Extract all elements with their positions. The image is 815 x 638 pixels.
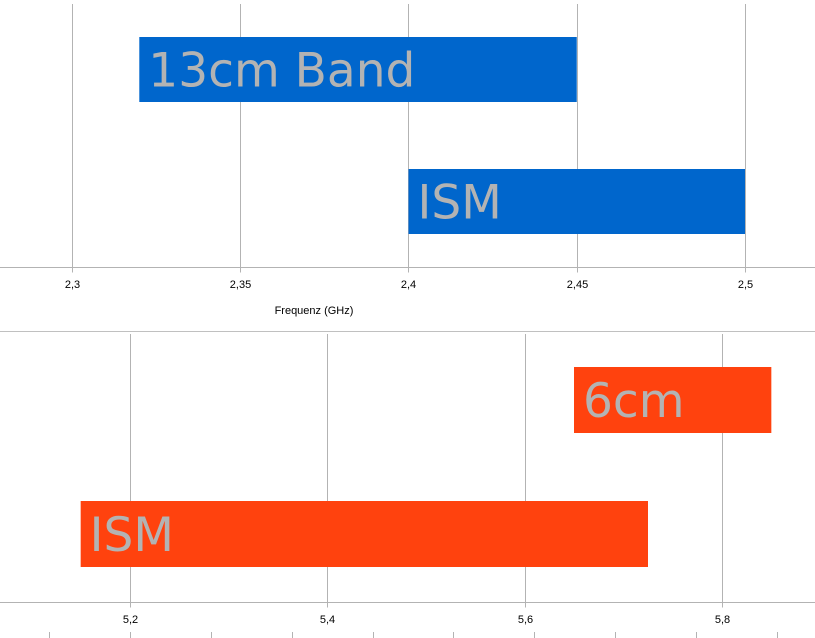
x-tick-label: 2,45 [567, 279, 588, 291]
bar [80, 501, 648, 567]
data-label: 13cm Band [148, 44, 415, 99]
x-tick-label: 2,35 [230, 279, 251, 291]
bar [139, 37, 577, 102]
x-tick-label: 2,5 [738, 279, 753, 291]
bar [574, 367, 772, 433]
x-tick-label: 2,3 [65, 279, 80, 291]
x-axis-title: Frequenz (GHz) [275, 305, 354, 317]
data-label: 6cm [583, 374, 685, 429]
chart-panel-1: 2,3 2,35 2,4 2,45 2,5 13cm Band ISM Frequenz (G… [0, 4, 815, 317]
x-tick-label: 5,2 [123, 614, 138, 626]
x-tick-label: 5,6 [518, 614, 533, 626]
x-tick-label: 5,4 [320, 614, 335, 626]
x-tick-label: 2,4 [401, 279, 416, 291]
chart-panel-2: 5,2 5,4 5,6 5,8 6cm ISM [0, 334, 815, 638]
x-tick-label: 5,8 [715, 614, 730, 626]
data-label: ISM [418, 176, 502, 231]
data-label: ISM [90, 508, 174, 563]
bar [408, 169, 745, 234]
